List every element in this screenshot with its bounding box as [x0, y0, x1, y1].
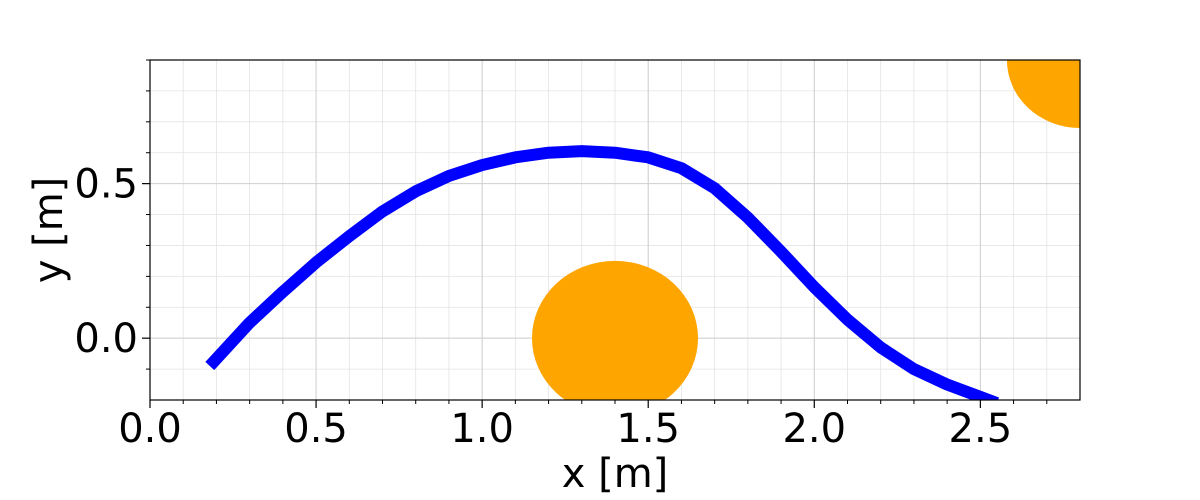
x-tick-label: 2.0: [782, 406, 846, 452]
series-layer: [205, 145, 1000, 400]
y-axis-label: y [m]: [26, 177, 72, 284]
x-tick-label: 1.5: [616, 406, 680, 452]
obstacle-circle-1: [531, 260, 699, 400]
trajectory-line-1: [205, 145, 1000, 400]
x-tick-label: 0.5: [284, 406, 348, 452]
ticks: 0.0 0.5 1.0 1.5 2.0 2.5 0.0 0.5: [74, 59, 1048, 452]
obstacle-circle-2: [1006, 60, 1080, 128]
x-tick-label: 2.5: [949, 406, 1013, 452]
y-tick-label: 0.0: [74, 316, 138, 362]
x-axis-label: x [m]: [562, 451, 669, 497]
x-tick-label: 0.0: [118, 406, 182, 452]
obstacles: [531, 60, 1080, 400]
x-tick-label: 1.0: [450, 406, 514, 452]
y-tick-label: 0.5: [74, 162, 138, 208]
